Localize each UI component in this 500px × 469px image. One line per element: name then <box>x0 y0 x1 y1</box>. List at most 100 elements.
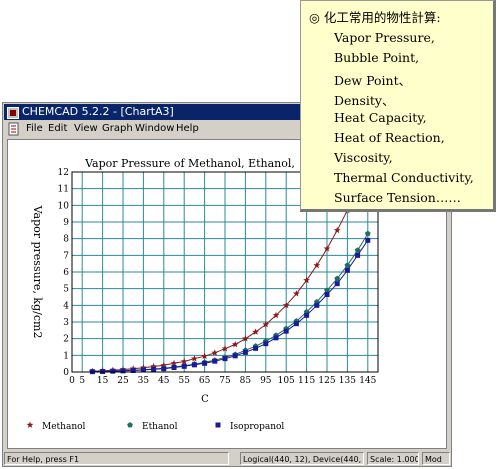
x-tick-label: 35 <box>138 376 150 386</box>
menu-view[interactable]: View <box>74 123 98 134</box>
status-scale: Scale: 1.000 <box>367 452 419 465</box>
data-point <box>323 245 331 252</box>
note-item: Bubble Point, <box>334 50 420 65</box>
data-point <box>215 422 221 428</box>
data-point <box>190 355 198 362</box>
y-tick-label: 5 <box>63 285 69 295</box>
data-point <box>202 360 208 366</box>
data-point <box>151 366 157 372</box>
legend-label: Methanol <box>42 422 86 432</box>
data-point <box>26 421 34 428</box>
y-tick-label: 12 <box>58 168 69 178</box>
y-tick-label: 8 <box>63 235 69 245</box>
app-icon[interactable] <box>7 107 19 119</box>
data-point <box>140 367 146 373</box>
y-tick-label: 9 <box>63 218 69 228</box>
data-point <box>170 359 178 367</box>
y-axis-label: Vapor pressure, kg/cm2 <box>31 205 44 339</box>
legend-label: Ethanol <box>142 422 178 432</box>
x-axis-label: C <box>201 394 209 405</box>
series-line <box>92 240 369 373</box>
data-point <box>293 321 299 327</box>
x-tick-label: 115 <box>298 376 315 386</box>
menu-help[interactable]: Help <box>176 123 199 134</box>
x-tick-label: 15 <box>97 376 109 386</box>
data-point <box>211 349 219 356</box>
status-bar: For Help, press F1 Logical(440, 12), Dev… <box>4 452 450 466</box>
window-title: CHEMCAD 5.2.2 - [ChartA3] <box>22 105 174 118</box>
note-heading: ◎ 化工常用的物性計算: <box>309 10 441 25</box>
data-point <box>242 349 248 355</box>
y-tick-label: 2 <box>63 335 69 345</box>
status-help: For Help, press F1 <box>4 452 229 465</box>
data-point <box>127 422 133 428</box>
data-point <box>191 362 197 368</box>
data-point <box>333 226 341 234</box>
menu-file[interactable]: File <box>26 123 43 134</box>
data-point <box>354 247 361 253</box>
x-tick-label: 0 <box>69 376 75 386</box>
plot-border <box>71 171 379 373</box>
data-point <box>232 353 238 359</box>
y-tick-label: 1 <box>63 351 69 361</box>
data-point <box>212 358 218 364</box>
x-tick-label: 95 <box>260 376 272 386</box>
data-point <box>334 281 340 287</box>
y-tick-label: 4 <box>63 301 69 311</box>
x-tick-label: 25 <box>117 376 129 386</box>
menu-window[interactable]: Window <box>135 123 175 134</box>
data-point <box>344 262 351 268</box>
data-point <box>241 335 249 342</box>
data-point <box>324 287 330 293</box>
data-point <box>180 357 188 365</box>
chart-title: Vapor Pressure of Methanol, Ethanol, <box>84 157 295 170</box>
data-point <box>292 290 300 297</box>
data-point <box>252 328 260 335</box>
x-tick-label: 65 <box>199 376 211 386</box>
menu-bar: File Edit View Graph Window Help <box>4 120 450 138</box>
y-tick-label: 3 <box>63 318 69 328</box>
x-tick-label: 85 <box>240 376 252 386</box>
data-point <box>263 341 269 347</box>
y-tick-label: 11 <box>58 185 69 195</box>
note-item: Viscosity, <box>334 150 393 165</box>
data-point <box>314 302 320 308</box>
data-point <box>355 252 361 258</box>
menu-edit[interactable]: Edit <box>48 123 68 134</box>
data-point <box>130 368 136 373</box>
y-tick-label: 7 <box>63 251 69 261</box>
data-point <box>120 368 126 374</box>
data-point <box>272 311 280 319</box>
x-tick-label: 55 <box>178 376 190 386</box>
data-point <box>283 328 289 334</box>
data-point <box>364 230 371 237</box>
note-item: Heat of Reaction, <box>334 130 445 145</box>
data-point <box>313 261 321 269</box>
document-icon[interactable] <box>7 122 21 136</box>
data-point <box>273 335 279 341</box>
x-tick-label: 105 <box>278 376 295 386</box>
data-point <box>110 368 116 374</box>
note-item: Dew Point、 <box>334 73 412 88</box>
status-coords: Logical(440, 12), Device(440, 12) <box>240 452 364 465</box>
property-note: ◎ 化工常用的物性計算: Vapor Pressure, Bubble Poin… <box>300 0 496 212</box>
note-item: Density、 <box>334 93 395 108</box>
legend-label: Isopropanol <box>230 422 284 432</box>
note-item: Vapor Pressure, <box>334 30 435 45</box>
data-point <box>222 356 228 362</box>
data-point <box>201 352 209 360</box>
data-point <box>334 275 341 282</box>
data-point <box>171 365 177 370</box>
data-point <box>365 237 371 243</box>
x-tick-label: 75 <box>219 376 231 386</box>
data-point <box>304 312 310 318</box>
data-point <box>344 267 350 273</box>
data-point <box>282 301 290 309</box>
note-item: Heat Capacity, <box>334 110 427 125</box>
x-tick-label: 135 <box>339 376 356 386</box>
status-mode: Mod <box>422 452 450 465</box>
menu-graph[interactable]: Graph <box>102 123 133 134</box>
y-tick-label: 0 <box>63 368 69 378</box>
data-point <box>161 366 167 372</box>
data-point <box>231 340 239 348</box>
